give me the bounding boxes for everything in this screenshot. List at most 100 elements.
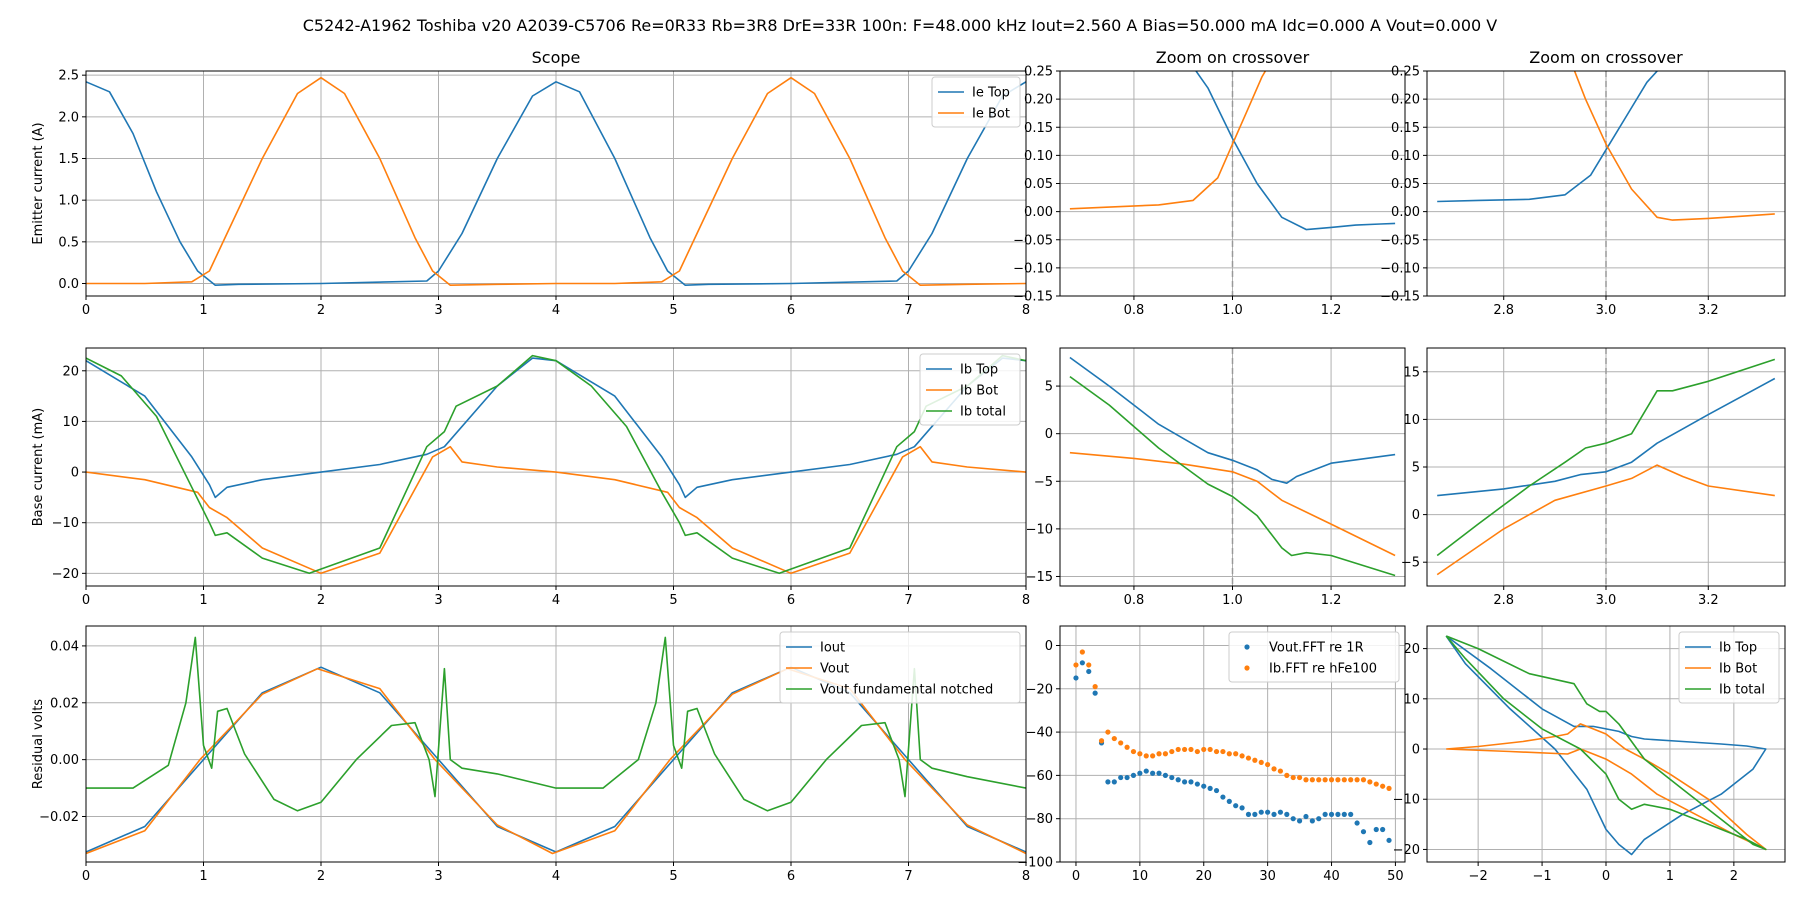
y-tick-label: 0.05: [1024, 177, 1053, 192]
x-tick-label: 40: [1323, 869, 1340, 884]
axes-title: Zoom on crossover: [1529, 48, 1683, 67]
data-point: [1156, 751, 1162, 757]
x-tick-label: 20: [1195, 869, 1212, 884]
subplot-scope-emitter: 0 1 2 3 4 5 6 7 8 0.0 0.5 1.0 1.5 2.0 2.5 Scope Emitter …: [31, 48, 1030, 318]
y-tick-label: 0: [1045, 639, 1053, 654]
y-tick-label: 0.0: [58, 277, 79, 292]
data-point: [1380, 826, 1386, 833]
data-point: [1226, 751, 1232, 757]
data-point: [1233, 751, 1239, 757]
data-point: [1213, 748, 1220, 755]
x-tick-label: 6: [787, 303, 795, 318]
data-point: [1201, 783, 1207, 789]
data-point: [1092, 690, 1098, 696]
subplot-scope-base: 0 1 2 3 4 5 6 7 8 −20 −10 0 10 20 Base current (mA) Ib …: [31, 347, 1030, 608]
series-group: [1069, 356, 1396, 577]
axes-frame: [1059, 625, 1406, 863]
y-tick-label: 10: [1403, 692, 1420, 707]
y-tick-label: 0.10: [1024, 149, 1053, 164]
y-tick-label: 0.05: [1391, 177, 1420, 192]
y-tick-label: 10: [62, 415, 79, 430]
x-tick-label: 3.2: [1698, 593, 1719, 608]
data-point: [1143, 768, 1149, 774]
data-point: [1360, 829, 1367, 835]
subplot-scope-residual: 0 1 2 3 4 5 6 7 8 −0.02 0.00 0.02 0.04 Residual volts…: [31, 625, 1030, 884]
data-point: [1245, 811, 1252, 817]
x-tick-label: 2: [317, 869, 325, 884]
data-point: [1137, 751, 1143, 757]
x-tick-label: 1: [1666, 869, 1674, 884]
x-tick-label: 5: [669, 869, 677, 884]
y-tick-label: −20: [1026, 682, 1053, 697]
series-group: [1436, 358, 1776, 576]
x-tick-label: 3: [434, 869, 442, 884]
x-tick-label: 0: [82, 303, 90, 318]
x-tick-label: 6: [787, 593, 795, 608]
data-point: [1252, 811, 1258, 817]
series-line: [86, 354, 1026, 575]
data-point: [1169, 748, 1175, 755]
series-line: [86, 81, 1026, 286]
data-point: [1181, 746, 1188, 753]
y-tick-label: 0.00: [50, 753, 79, 768]
x-tick-label: 2.8: [1493, 303, 1514, 318]
data-point: [1335, 777, 1341, 783]
y-tick-label: 0.20: [1391, 93, 1420, 108]
data-point: [1118, 740, 1124, 746]
legend-box: [931, 76, 1021, 128]
data-point: [1079, 660, 1085, 666]
data-point: [1367, 839, 1373, 846]
data-point: [1207, 746, 1213, 753]
legend-box: [919, 353, 1021, 426]
legend-entry: Iout: [820, 641, 845, 656]
data-point: [1150, 753, 1156, 759]
legend-entry: Vout.FFT re 1R: [1269, 641, 1364, 656]
data-point: [1130, 772, 1137, 778]
data-point: [1290, 816, 1296, 822]
x-tick-label: 3: [434, 593, 442, 608]
x-tick-label: 3.0: [1596, 303, 1617, 318]
data-point: [1143, 753, 1149, 759]
series-group: [86, 76, 1026, 286]
x-tick-label: 2: [317, 593, 325, 608]
data-point: [1162, 751, 1169, 757]
y-tick-label: 15: [1403, 365, 1420, 380]
data-point: [1328, 811, 1335, 817]
data-point: [1303, 813, 1309, 820]
data-point: [1111, 735, 1117, 742]
y-tick-label: 2.5: [58, 69, 79, 84]
y-tick-label: 1.5: [58, 152, 79, 167]
x-tick-label: 10: [1132, 869, 1149, 884]
y-tick-label: −5: [1034, 475, 1053, 490]
x-tick-label: 1.2: [1321, 593, 1342, 608]
data-point: [1303, 777, 1309, 783]
y-axis-label: Emitter current (A): [31, 122, 46, 244]
data-point: [1258, 809, 1264, 815]
subplot-zoom-base-3: 2.8 3.0 3.2 −5 0 5 10 15: [1401, 347, 1786, 608]
series-line: [86, 667, 1026, 855]
y-tick-label: −10: [1393, 793, 1420, 808]
x-tick-label: 8: [1022, 869, 1030, 884]
data-point: [1098, 738, 1105, 744]
legend-entry: Ie Bot: [972, 107, 1010, 122]
data-point: [1354, 820, 1360, 826]
data-point: [1316, 816, 1322, 822]
series-line: [1195, 71, 1396, 231]
legend-entry: Vout: [820, 662, 849, 677]
data-point: [1348, 811, 1354, 817]
data-point: [1245, 755, 1252, 761]
data-point: [1105, 729, 1111, 735]
series-group: [86, 354, 1026, 575]
y-axis-label: Base current (mA): [31, 408, 46, 527]
data-point: [1296, 818, 1303, 824]
subplot-fft: 0 10 20 30 40 50 −100 −80 −60 −40 −20 0 Vout.FFT re …: [1017, 625, 1406, 884]
y-tick-label: 0.25: [1391, 65, 1420, 80]
series-line: [1437, 71, 1659, 203]
x-tick-label: 1: [199, 869, 207, 884]
data-point: [1386, 785, 1392, 791]
series-line: [1069, 375, 1396, 577]
legend-marker: [1244, 644, 1250, 650]
y-tick-label: 0.15: [1391, 121, 1420, 136]
y-tick-label: −100: [1017, 856, 1053, 871]
